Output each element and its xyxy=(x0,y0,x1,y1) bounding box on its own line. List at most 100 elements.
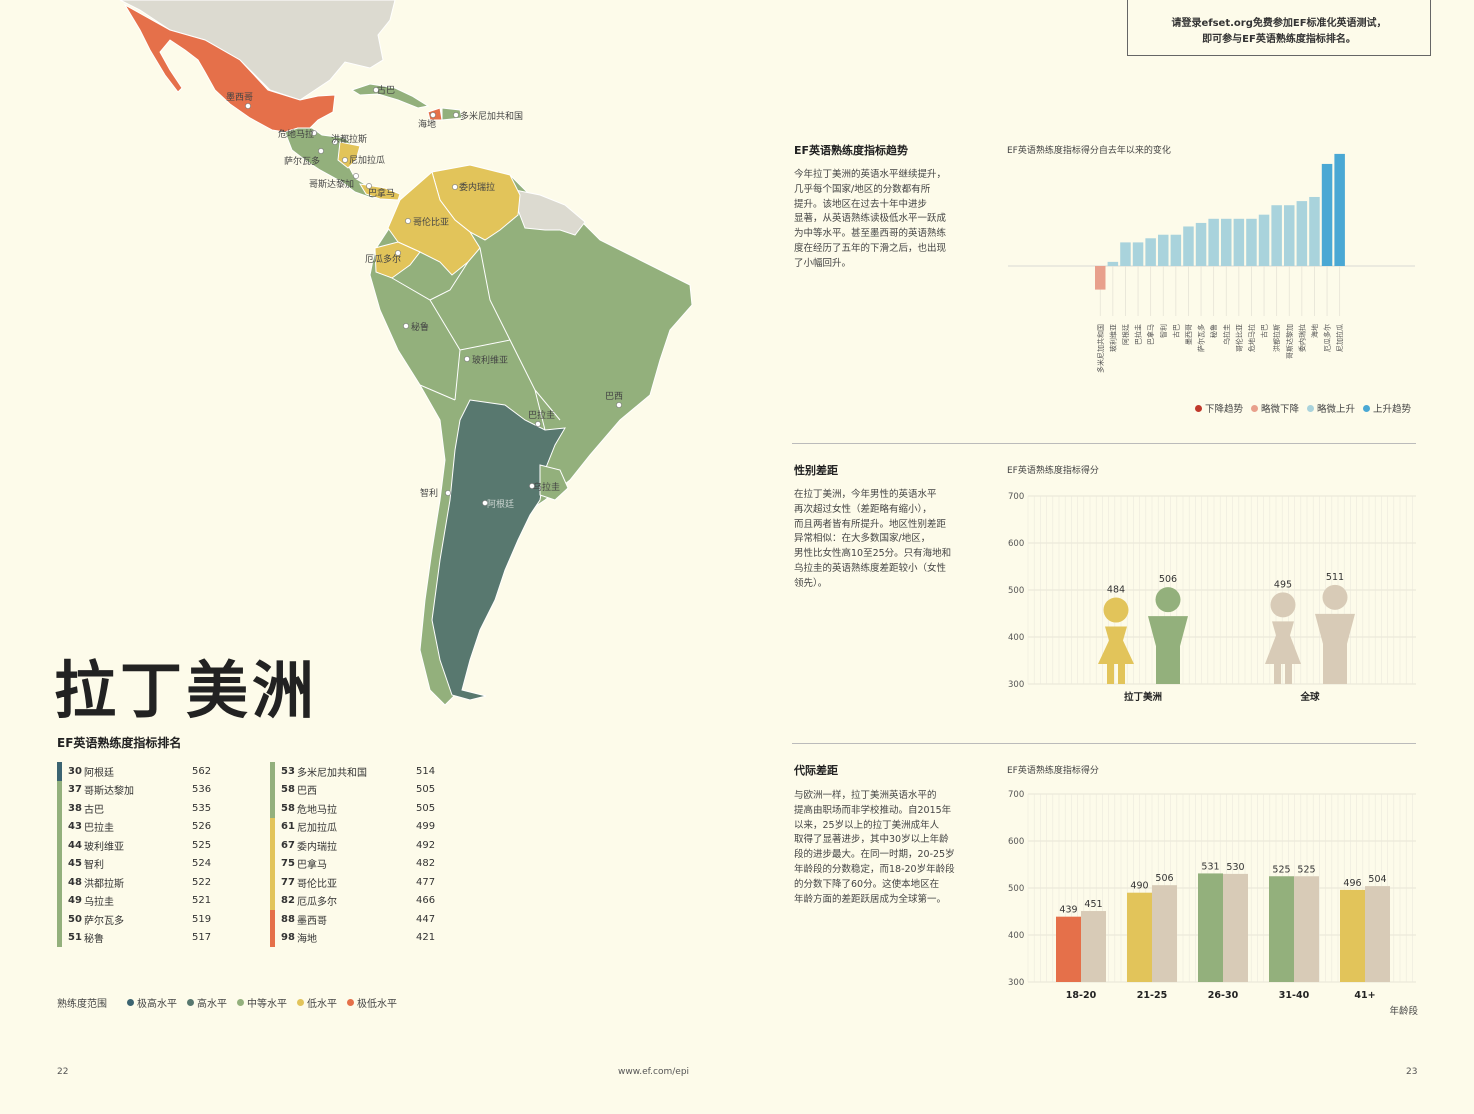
trend-legend-dot xyxy=(1363,404,1371,412)
female-figure xyxy=(1098,597,1134,684)
ranking-score: 421 xyxy=(416,932,436,944)
legend-item: 极高水平 xyxy=(127,995,177,1010)
map-label-honduras: 洪都拉斯 xyxy=(331,133,367,145)
ranking-level-bar xyxy=(57,928,62,947)
ranking-country: 尼加拉瓜 xyxy=(297,823,337,835)
ranking-country: 巴拿马 xyxy=(297,860,327,872)
ranking-row: 77 哥伦比亚 477 xyxy=(270,873,440,892)
map-label-argentina: 阿根廷 xyxy=(487,498,514,510)
efset-notice: 请登录efset.org免费参加EF标准化英语测试， 即可参与EF英语熟练度指标… xyxy=(1127,0,1431,56)
ranking-country: 哥斯达黎加 xyxy=(84,786,134,798)
ranking-row: 75 巴拿马 482 xyxy=(270,854,440,873)
age-global-value: 530 xyxy=(1226,862,1244,873)
age-region-value: 531 xyxy=(1201,861,1219,872)
age-global-bar xyxy=(1223,873,1248,982)
latin-america-map: 墨西哥 古巴 海地 多米尼加共和国 危地马拉 洪都拉斯 萨尔瓦多 尼加拉瓜 哥斯… xyxy=(119,0,693,706)
ranking-level-bar xyxy=(270,799,275,818)
ranking-level-bar xyxy=(270,891,275,910)
ranking-level-bar xyxy=(57,910,62,929)
female-value-label: 495 xyxy=(1274,579,1292,590)
trend-bar xyxy=(1233,218,1245,266)
trend-legend: 下降趋势 略微下降 略微上升 上升趋势 xyxy=(1195,401,1419,415)
ranking-rank: 53 xyxy=(281,765,295,777)
region-title: 拉丁美洲 xyxy=(54,654,319,727)
ranking-rank: 77 xyxy=(281,876,295,888)
ranking-row: 51 秘鲁 517 xyxy=(57,928,217,947)
map-label-nicaragua: 尼加拉瓜 xyxy=(349,154,385,166)
ranking-level-bar xyxy=(270,854,275,873)
trend-bar xyxy=(1132,242,1144,266)
ranking-country: 委内瑞拉 xyxy=(297,841,337,853)
ranking-rank: 58 xyxy=(281,784,295,796)
female-body xyxy=(1265,621,1301,684)
y-tick-label: 500 xyxy=(1008,586,1024,596)
map-label-mexico: 墨西哥 xyxy=(226,92,253,103)
ranking-row: 30 阿根廷 562 xyxy=(57,762,217,781)
y-tick-label: 600 xyxy=(1008,837,1024,847)
age-category-label: 21-25 xyxy=(1137,990,1167,1001)
trend-category-label: 危地马拉 xyxy=(1247,324,1256,352)
y-tick-label: 400 xyxy=(1008,931,1024,941)
ranking-level-bar xyxy=(270,910,275,929)
trend-bar xyxy=(1258,214,1270,266)
trend-bar xyxy=(1145,238,1156,266)
map-label-bolivia: 玻利维亚 xyxy=(472,354,508,366)
legend-dot xyxy=(187,999,194,1006)
ranking-country: 乌拉圭 xyxy=(84,897,114,909)
ranking-score: 521 xyxy=(192,895,212,907)
male-figure xyxy=(1148,587,1188,684)
trend-category-label: 巴拿马 xyxy=(1146,324,1155,345)
trend-category-label: 古巴 xyxy=(1171,324,1180,338)
trend-category-label: 巴拉圭 xyxy=(1134,324,1143,345)
ranking-rank: 43 xyxy=(68,821,82,833)
ranking-row: 53 多米尼加共和国 514 xyxy=(270,762,440,781)
ranking-rank: 75 xyxy=(281,858,295,870)
trend-legend-dot xyxy=(1195,404,1202,412)
ranking-country: 玻利维亚 xyxy=(84,841,124,853)
ecuador-shape xyxy=(374,241,421,279)
trend-category-label: 尼加拉瓜 xyxy=(1335,324,1344,352)
footer-url[interactable]: www.ef.com/epi xyxy=(618,1067,690,1077)
ranking-row: 48 洪都拉斯 522 xyxy=(57,873,217,892)
ranking-rank: 82 xyxy=(281,895,295,907)
ranking-country: 智利 xyxy=(84,860,104,872)
trend-category-label: 委内瑞拉 xyxy=(1297,324,1306,352)
ranking-level-bar xyxy=(270,817,275,836)
trend-chart-title: EF英语熟练度指标得分自去年以来的变化 xyxy=(1007,146,1171,156)
age-category-label: 41+ xyxy=(1354,990,1375,1001)
ranking-rank: 30 xyxy=(68,765,82,777)
ranking-column-1: 30 阿根廷 562 37 哥斯达黎加 536 38 古巴 535 43 巴拉圭 526 44 玻利维亚 5… xyxy=(57,762,217,947)
ranking-score: 522 xyxy=(192,876,212,888)
age-category-label: 31-40 xyxy=(1279,990,1310,1001)
age-global-value: 451 xyxy=(1084,899,1102,910)
map-label-dominican: 多米尼加共和国 xyxy=(460,110,523,122)
age-category-label: 26-30 xyxy=(1208,990,1239,1001)
ranking-score: 525 xyxy=(192,839,212,851)
ranking-row: 82 厄瓜多尔 466 xyxy=(270,891,440,910)
ranking-score: 517 xyxy=(192,932,212,944)
trend-category-label: 萨尔瓦多 xyxy=(1197,324,1206,352)
mexico-shape xyxy=(123,3,336,133)
ranking-score: 514 xyxy=(416,765,436,777)
trend-legend-item: 略微上升 xyxy=(1307,401,1355,415)
female-head xyxy=(1270,592,1296,618)
trend-bar xyxy=(1284,205,1295,266)
ranking-score: 505 xyxy=(416,802,436,814)
trend-legend-text: 略微上升 xyxy=(1317,404,1356,415)
legend-dot xyxy=(347,999,354,1006)
trend-category-label: 多米尼加共和国 xyxy=(1096,324,1105,373)
ranking-score: 519 xyxy=(192,913,212,925)
right-page-number: 23 xyxy=(1406,1067,1418,1077)
ranking-country: 巴拉圭 xyxy=(84,823,114,835)
ranking-score: 535 xyxy=(192,802,212,814)
ranking-level-bar xyxy=(270,762,275,781)
ranking-level-bar xyxy=(57,799,62,818)
ranking-score: 536 xyxy=(192,784,212,796)
trend-category-label: 墨西哥 xyxy=(1185,324,1193,345)
trend-category-label: 厄瓜多尔 xyxy=(1323,324,1332,352)
dominican-shape xyxy=(441,107,463,121)
legend-item: 高水平 xyxy=(187,995,227,1010)
ranking-level-bar xyxy=(270,780,275,799)
ranking-rank: 61 xyxy=(281,821,295,833)
notice-line-1: 请登录efset.org免费参加EF标准化英语测试， xyxy=(1171,18,1387,29)
